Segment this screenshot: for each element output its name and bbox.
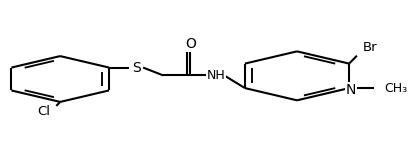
Text: S: S [132,61,140,75]
Text: Br: Br [363,41,377,54]
Text: CH₃: CH₃ [384,82,407,95]
Text: N: N [346,83,356,97]
Text: O: O [185,37,196,51]
Text: NH: NH [206,69,225,82]
Text: Cl: Cl [38,105,51,118]
